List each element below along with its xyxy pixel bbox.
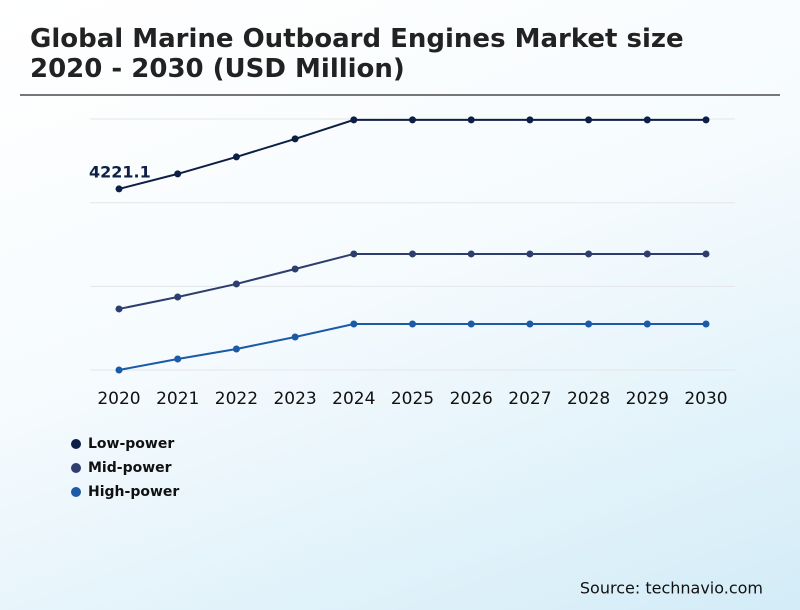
data-point <box>174 293 182 301</box>
data-point <box>526 250 534 258</box>
legend-label: High-power <box>88 484 179 500</box>
data-point <box>409 320 416 328</box>
data-point <box>409 250 416 258</box>
data-point <box>291 265 299 273</box>
data-point <box>115 366 123 374</box>
x-tick-label: 2023 <box>273 389 316 409</box>
data-point <box>585 116 593 124</box>
data-point <box>350 320 358 328</box>
data-point <box>467 116 475 124</box>
data-point <box>467 250 475 258</box>
data-point <box>350 250 358 258</box>
x-tick-label: 2030 <box>684 389 727 409</box>
data-point <box>643 116 651 124</box>
data-point <box>174 355 182 363</box>
series-line <box>118 252 706 310</box>
data-point <box>232 153 240 161</box>
data-point <box>409 116 416 124</box>
series-line <box>118 322 706 371</box>
x-tick-label: 2025 <box>391 389 434 409</box>
x-tick-label: 2021 <box>156 389 199 409</box>
data-point <box>702 320 710 328</box>
chart-title: Global Marine Outboard Engines Market si… <box>30 24 684 84</box>
x-tick-label: 2026 <box>450 389 493 409</box>
data-point <box>702 116 710 124</box>
data-point <box>526 116 534 124</box>
legend-marker <box>71 463 81 473</box>
data-point <box>585 320 593 328</box>
data-label: 4221.1 <box>89 162 151 181</box>
data-point <box>350 116 358 124</box>
source: Source: technavio.com <box>580 579 763 598</box>
legend-label: Mid-power <box>88 460 172 476</box>
x-tick-label: 2028 <box>567 389 610 409</box>
data-point <box>467 320 475 328</box>
data-point <box>643 250 651 258</box>
x-tick-label: 2024 <box>332 389 375 409</box>
data-point <box>291 333 299 341</box>
x-tick-label: 2022 <box>215 389 258 409</box>
data-point <box>291 135 299 143</box>
legend-marker <box>71 487 81 497</box>
data-point <box>115 185 123 193</box>
x-tick-label: 2020 <box>97 389 140 409</box>
data-point <box>174 170 182 178</box>
data-point <box>232 345 240 353</box>
x-tick-label: 2027 <box>508 389 551 409</box>
data-point <box>526 320 534 328</box>
data-point <box>115 305 123 313</box>
title-rule <box>20 94 780 96</box>
legend-marker <box>71 439 81 449</box>
data-point <box>585 250 593 258</box>
data-point <box>643 320 651 328</box>
data-point <box>702 250 710 258</box>
data-point <box>232 280 240 288</box>
legend-label: Low-power <box>88 436 174 452</box>
x-tick-label: 2029 <box>626 389 669 409</box>
series-line <box>118 118 706 190</box>
